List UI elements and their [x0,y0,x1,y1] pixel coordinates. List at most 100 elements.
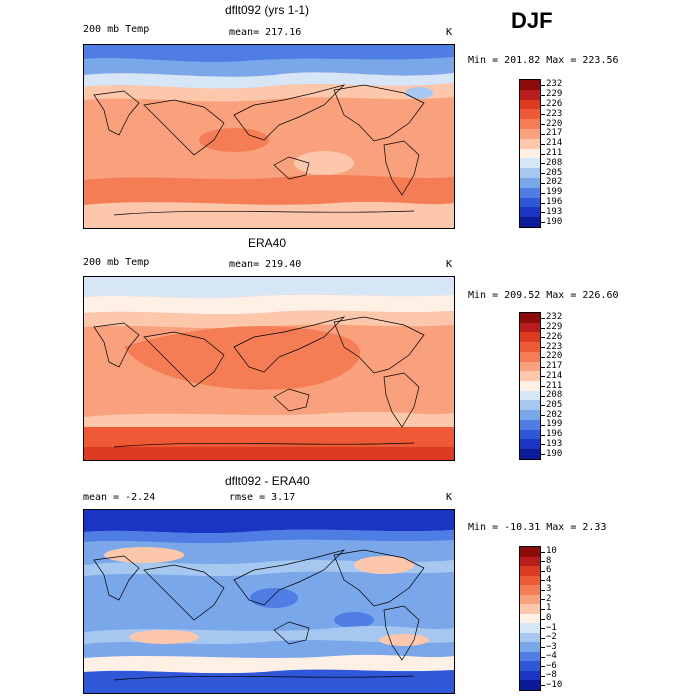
colorbar-tick-label: 220 [546,118,563,129]
colorbar-tick-mark [541,163,545,165]
colorbar-swatch [520,661,540,671]
colorbar-swatch [520,449,540,459]
colorbar-tick-label: 193 [546,438,563,449]
colorbar-tick-mark [541,143,545,145]
colorbar-tick-mark [541,386,545,387]
colorbar-swatch [520,128,540,139]
colorbar-tick-mark [541,202,545,204]
panel-2-map [83,276,455,461]
colorbar-tick-label: −2 [546,632,557,643]
colorbar-tick-label: 232 [546,79,563,90]
colorbar-swatch [520,361,540,372]
colorbar-tick-mark [541,84,545,86]
colorbar-tick-label: 8 [546,555,552,566]
colorbar-tick-label: 205 [546,399,563,410]
colorbar-tick-label: 205 [546,167,563,178]
colorbar-swatch [520,566,540,576]
panel-3-mean-label: mean = -2.24 [83,492,156,503]
colorbar-tick-label: 208 [546,390,563,401]
colorbar-tick-mark [541,561,545,563]
colorbar-tick-mark [541,376,545,378]
colorbar-tick-mark [541,656,545,658]
colorbar-tick-mark [541,415,545,417]
colorbar-tick-mark [541,192,545,194]
colorbar-swatch [520,439,540,450]
colorbar-tick-mark [541,647,545,649]
colorbar-swatch [520,575,540,586]
colorbar-swatch [520,158,540,169]
colorbar-tick-label: −8 [546,670,557,681]
colorbar-tick-mark [541,94,545,96]
colorbar-tick-label: 229 [546,89,563,100]
colorbar-tick-label: 232 [546,312,563,323]
colorbar-tick-mark [541,608,545,610]
colorbar-tick-label: 10 [546,546,557,557]
panel-1-units-label: K [446,27,453,38]
colorbar-tick-mark [541,405,545,407]
colorbar-tick-label: 196 [546,197,563,207]
colorbar-tick-label: 214 [546,138,563,149]
colorbar-swatch [520,547,540,557]
colorbar-swatch [520,99,540,110]
colorbar-tick-mark [541,173,545,175]
colorbar-swatch [520,109,540,120]
colorbar-tick-mark [541,153,545,155]
colorbar-tick-mark [541,212,545,214]
colorbar-swatch [520,342,540,352]
colorbar-tick-label: 3 [546,584,552,595]
colorbar-tick-label: 211 [546,380,563,391]
colorbar-tick-label: 214 [546,370,563,381]
colorbar-swatch [520,313,540,323]
colorbar-tick-label: 217 [546,128,563,139]
panel-1-map [83,44,455,229]
colorbar-swatch [520,381,540,391]
panel-1-mean-label: mean= 217.16 [229,27,302,38]
colorbar-swatch [520,197,540,208]
panel-3-colorbar [519,546,541,691]
colorbar-tick-label: 190 [546,448,563,459]
panel-1-colorbar [519,79,541,228]
colorbar-swatch [520,556,540,567]
colorbar-tick-label: 202 [546,409,563,420]
colorbar-tick-label: 2 [546,593,552,604]
colorbar-tick-mark [541,124,545,126]
colorbar-tick-label: 208 [546,157,563,168]
colorbar-tick-mark [541,337,545,339]
colorbar-tick-label: 199 [546,187,563,198]
colorbar-tick-mark [541,222,545,224]
colorbar-tick-label: −10 [546,679,563,690]
colorbar-tick-mark [541,327,545,329]
colorbar-swatch [520,80,540,90]
colorbar-tick-label: −3 [546,641,557,652]
colorbar-swatch [520,168,540,178]
colorbar-swatch [520,585,540,595]
colorbar-tick-label: 4 [546,574,552,585]
colorbar-tick-mark [541,454,545,456]
colorbar-swatch [520,594,540,605]
panel-2-minmax-label: Min = 209.52 Max = 226.60 [468,290,619,301]
panel-2-title: ERA40 [248,236,287,250]
panel-1-title: dflt092 (yrs 1-1) [225,3,310,17]
colorbar-tick-label: 211 [546,148,563,158]
colorbar-swatch [520,89,540,100]
colorbar-tick-label: 226 [546,331,563,342]
panel-3-title: dflt092 - ERA40 [225,474,310,488]
colorbar-tick-label: 229 [546,322,563,333]
panel-3-map [83,509,455,694]
colorbar-swatch [520,390,540,401]
panel-2-colorbar [519,312,541,460]
colorbar-tick-mark [541,395,545,397]
colorbar-tick-label: −1 [546,622,557,633]
panel-1-variable-label: 200 mb Temp [83,24,150,35]
colorbar-swatch [520,613,540,624]
colorbar-swatch [520,419,540,430]
colorbar-tick-label: −6 [546,660,557,671]
season-label: DJF [511,8,553,33]
panel-3-units-label: K [446,492,453,503]
panel-1-minmax-label: Min = 201.82 Max = 223.56 [468,55,619,66]
colorbar-swatch [520,207,540,218]
colorbar-tick-mark [541,570,545,572]
colorbar-swatch [520,632,540,643]
colorbar-tick-label: 0 [546,613,552,623]
colorbar-swatch [520,187,540,198]
